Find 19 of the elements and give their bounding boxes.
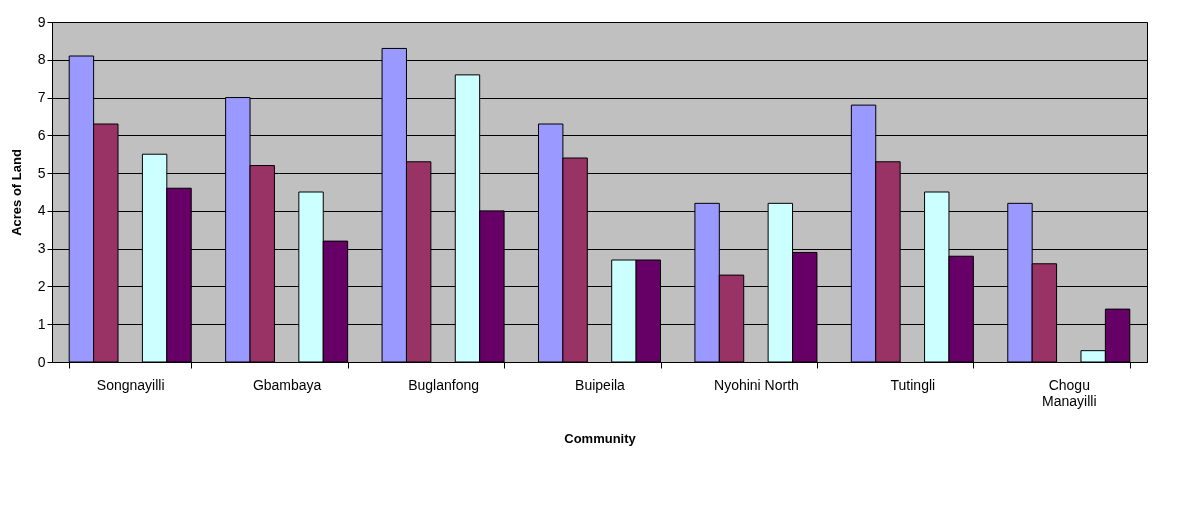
x-axis-title: Community xyxy=(564,430,637,446)
y-tick-label: 5 xyxy=(37,164,46,181)
x-tick-label: Nyohini North xyxy=(714,376,799,393)
y-tick-label: 7 xyxy=(37,89,46,106)
y-tick-label: 0 xyxy=(37,353,46,370)
y-tick-label: 8 xyxy=(37,51,46,68)
x-tick-label: Buipeila xyxy=(575,376,626,393)
y-tick-label: 1 xyxy=(37,315,46,332)
x-tick-label: Gbambaya xyxy=(252,376,322,393)
x-tick-label: Tutingli xyxy=(890,376,936,393)
y-tick-label: 6 xyxy=(37,126,46,143)
x-tick-label: Chogu Manayilli xyxy=(1042,376,1097,409)
y-tick-label: 4 xyxy=(37,202,46,219)
y-tick-label: 3 xyxy=(37,240,46,257)
x-tick-label: Buglanfong xyxy=(408,376,479,393)
y-tick-label: 9 xyxy=(37,13,46,30)
y-axis-title: Acres of Land xyxy=(8,149,24,236)
x-tick-label: Songnayilli xyxy=(96,376,165,393)
y-tick-label: 2 xyxy=(37,277,46,294)
